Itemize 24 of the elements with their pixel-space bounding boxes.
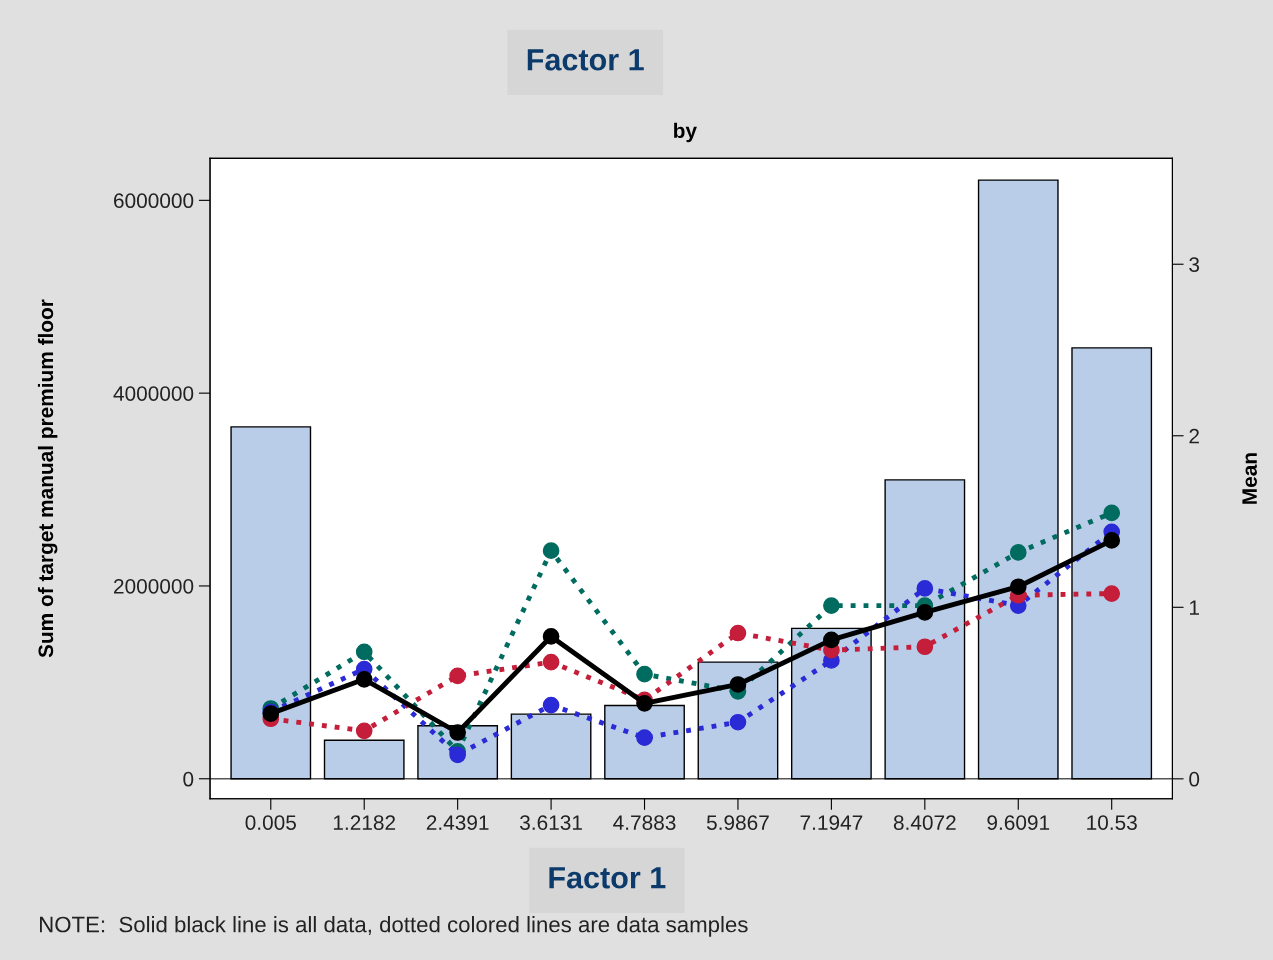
y2-tick-label: 0 xyxy=(1189,771,1200,787)
x-tick-label: 4.7883 xyxy=(613,815,676,830)
text: NOTE: Solid black line is all data, dotted colored lines are data samples xyxy=(40,916,748,937)
y2-tick-label: 1 xyxy=(1189,600,1199,615)
x-tick-label: 3.6131 xyxy=(520,815,582,830)
y2-tick-label: 2 xyxy=(1189,428,1199,444)
y-tick-label: 4000000 xyxy=(113,386,194,401)
y-tick-label: 0 xyxy=(183,771,194,787)
x-tick-label: 10.53 xyxy=(1087,815,1137,830)
chart-title: Factor 1 xyxy=(527,49,644,71)
y-tick-label: 6000000 xyxy=(114,193,194,209)
y-axis-title: Sum of target manual premium floor xyxy=(37,299,58,658)
x-tick-label: 7.1947 xyxy=(800,815,863,830)
chart-subtitle: by xyxy=(674,122,697,143)
y-tick-label: 2000000 xyxy=(114,578,194,594)
x-axis-title: Factor 1 xyxy=(549,867,666,889)
y2-tick-label: 3 xyxy=(1189,257,1200,272)
y2-axis-title: Mean xyxy=(1242,453,1257,504)
x-tick-label: 8.4072 xyxy=(893,815,956,830)
x-tick-label: 5.9867 xyxy=(706,815,769,830)
x-tick-label: 1.2182 xyxy=(333,815,396,830)
x-tick-label: 2.4391 xyxy=(426,815,489,830)
x-tick-label: 0.005 xyxy=(245,815,296,830)
x-tick-label: 9.6091 xyxy=(987,815,1050,830)
